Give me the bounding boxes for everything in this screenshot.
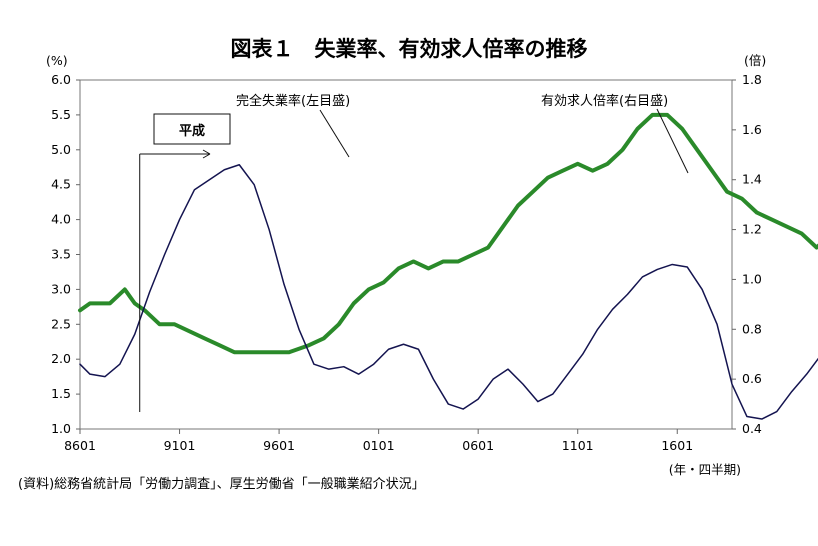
heisei-box bbox=[153, 113, 231, 145]
left-axis-tick-label: 3.5 bbox=[51, 247, 71, 262]
x-axis-tick-label: 0601 bbox=[462, 438, 494, 453]
unemployment-series-line bbox=[78, 112, 818, 355]
left-axis-tick-label: 2.5 bbox=[51, 316, 71, 331]
left-axis-unit: (%) bbox=[46, 53, 68, 68]
left-axis-tick-label: 4.0 bbox=[51, 212, 71, 227]
x-axis-tick-label: 9601 bbox=[263, 438, 295, 453]
right-axis-tick-label: 0.4 bbox=[742, 421, 762, 436]
right-axis-unit: (倍) bbox=[744, 53, 766, 68]
chart-title: 図表１ 失業率、有効求人倍率の推移 bbox=[231, 37, 588, 61]
left-axis-tick-label: 2.0 bbox=[51, 351, 71, 366]
right-axis-tick-label: 0.6 bbox=[742, 371, 762, 386]
x-axis-tick-label: 1101 bbox=[562, 438, 594, 453]
axes-group: 1.0 1.5 2.0 2.5 3.0 3.5 4.0 4.5 5.0 5.5 6.0 0.4 0.6 0… bbox=[51, 72, 762, 453]
right-axis-tick-label: 1.0 bbox=[742, 271, 762, 286]
right-axis-tick-label: 1.6 bbox=[742, 122, 762, 137]
left-axis-tick-label: 6.0 bbox=[51, 72, 71, 87]
x-axis-tick-label: 1601 bbox=[661, 438, 693, 453]
annotation-group: 平成 完全失業率(左目盛) 有効求人倍率(右目盛) bbox=[139, 93, 689, 412]
x-axis-tick-label: 0101 bbox=[363, 438, 395, 453]
jobs-ratio-annotation-label: 有効求人倍率(右目盛) bbox=[541, 93, 668, 109]
right-axis-tick-label: 1.4 bbox=[742, 172, 762, 187]
right-axis-tick-label: 1.8 bbox=[742, 72, 762, 87]
right-axis-tick-label: 0.8 bbox=[742, 321, 762, 336]
unemployment-annotation-leader bbox=[319, 109, 350, 158]
left-axis-tick-label: 1.0 bbox=[51, 421, 71, 436]
left-axis-tick-label: 5.5 bbox=[51, 107, 71, 122]
x-axis-tick-label: 9101 bbox=[164, 438, 196, 453]
heisei-label: 平成 bbox=[179, 123, 205, 139]
heisei-arrow-head bbox=[202, 149, 211, 159]
left-axis-tick-label: 1.5 bbox=[51, 386, 71, 401]
jobs-ratio-annotation-leader bbox=[656, 108, 689, 174]
unemployment-annotation-label: 完全失業率(左目盛) bbox=[236, 93, 350, 109]
left-axis-tick-label: 3.0 bbox=[51, 281, 71, 296]
jobs-ratio-series-line bbox=[79, 164, 818, 420]
left-axis-tick-label: 4.5 bbox=[51, 177, 71, 192]
x-axis-tick-label: 8601 bbox=[64, 438, 96, 453]
left-axis-tick-label: 5.0 bbox=[51, 142, 71, 157]
source-note: (資料)総務省統計局「労働力調査」、厚生労働省「一般職業紹介状況」 bbox=[18, 476, 425, 492]
series-group bbox=[78, 112, 818, 420]
x-axis-unit-note: (年・四半期) bbox=[669, 462, 741, 477]
right-axis-tick-label: 1.2 bbox=[742, 222, 762, 237]
